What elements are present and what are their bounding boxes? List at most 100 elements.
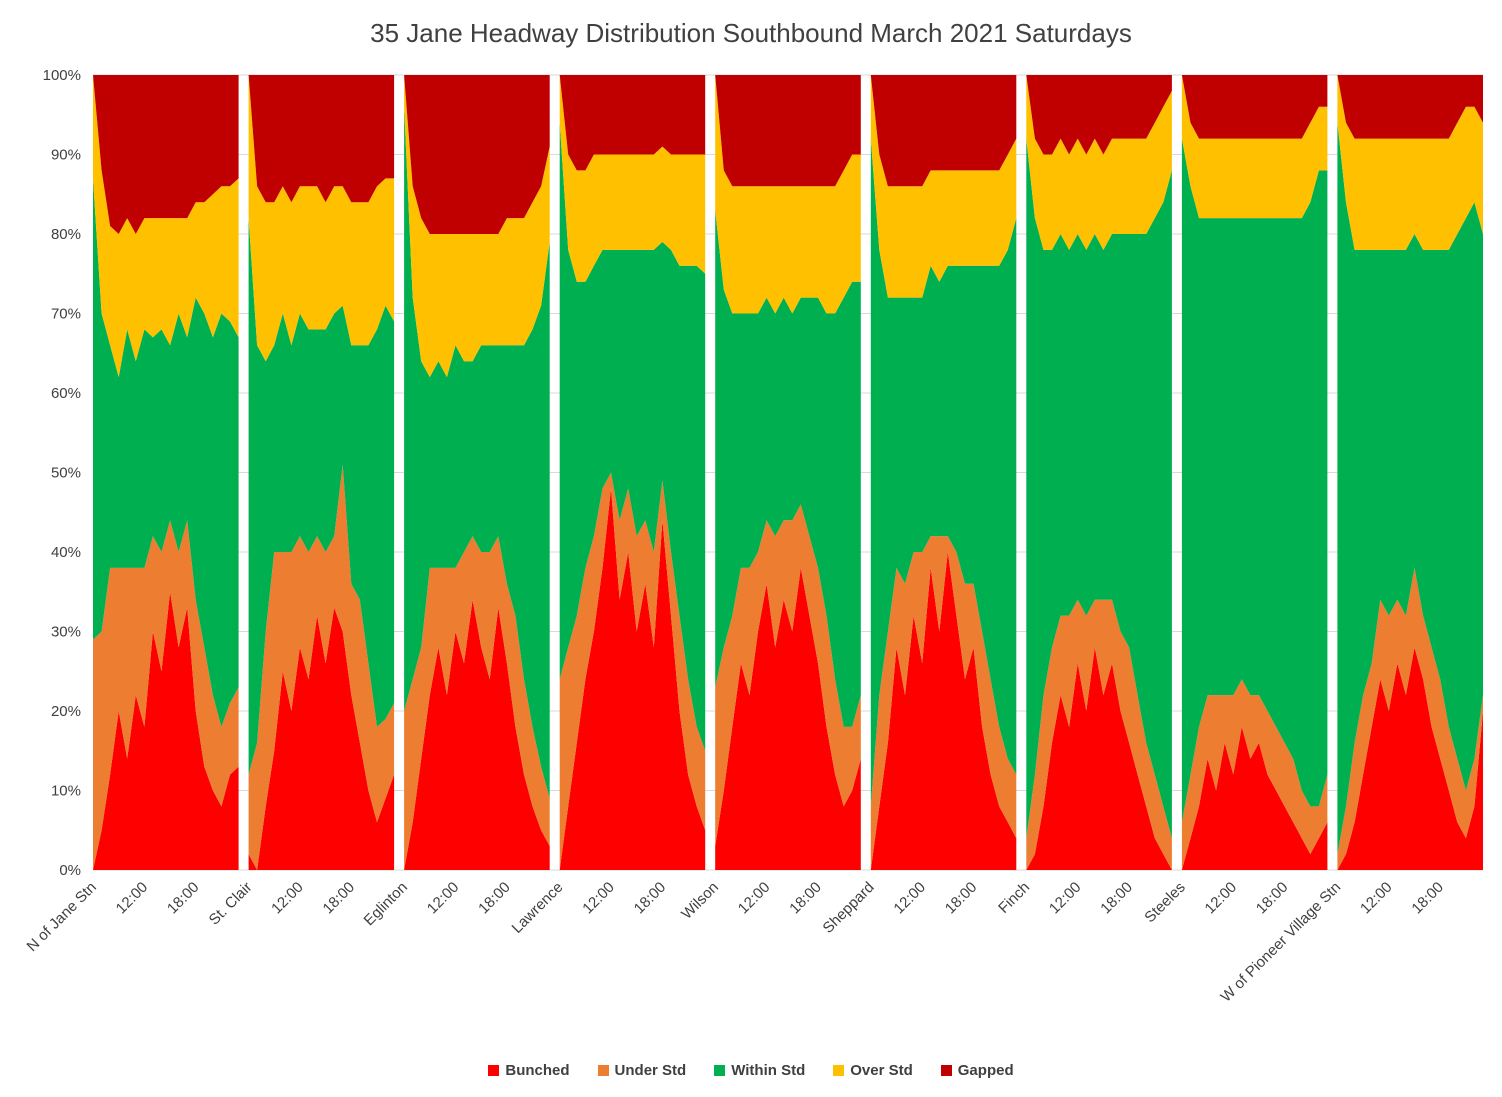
area-gapped xyxy=(404,75,550,234)
y-tick-label: 0% xyxy=(59,862,81,879)
x-tick-label: N of Jane Stn xyxy=(24,879,100,955)
area-gapped xyxy=(1337,75,1483,139)
x-tick-label: 18:00 xyxy=(320,879,359,918)
area-under_std xyxy=(559,472,706,870)
x-tick-label: 12:00 xyxy=(1202,879,1241,918)
x-tick-label: 18:00 xyxy=(631,879,670,918)
x-tick-label: Eglinton xyxy=(361,879,411,929)
area-under_std xyxy=(404,536,550,870)
y-tick-label: 100% xyxy=(43,67,81,84)
x-axis: N of Jane Stn 12:00 18:00 St. Clair 12:00 18:… xyxy=(24,879,1447,1006)
area-bunched xyxy=(248,607,395,870)
area-under_std xyxy=(870,536,1017,870)
area-under_std xyxy=(715,504,861,847)
area-gapped xyxy=(559,75,706,171)
area-bunched xyxy=(1181,726,1328,870)
area-under_std xyxy=(1337,567,1483,870)
y-axis: 0% 10% 20% 30% 40% 50% 60% 70% 80% 90% 100% xyxy=(43,67,81,879)
area-within_std xyxy=(715,210,861,727)
area-bunched xyxy=(870,552,1017,870)
area-over_std xyxy=(1181,75,1328,219)
area-under_std xyxy=(1181,679,1328,870)
area-over_std xyxy=(93,75,239,378)
y-tick-label: 70% xyxy=(51,306,81,323)
legend-swatch-icon xyxy=(940,1065,952,1076)
area-over_std xyxy=(404,75,550,378)
x-tick-label: Wilson xyxy=(678,879,722,923)
legend-label: Bunched xyxy=(505,1062,570,1079)
x-tick-label: 18:00 xyxy=(1408,879,1447,918)
area-bunched xyxy=(1337,647,1483,870)
legend-item-bunched: Bunched xyxy=(488,1062,570,1079)
x-tick-label: St. Clair xyxy=(206,879,256,929)
area-gapped xyxy=(1026,75,1172,155)
area-gapped xyxy=(248,75,395,203)
x-tick-label: 12:00 xyxy=(268,879,307,918)
x-tick-label: Steeles xyxy=(1141,879,1188,926)
area-over_std xyxy=(1026,75,1172,250)
legend-label: Within Std xyxy=(731,1062,806,1079)
y-tick-label: 80% xyxy=(51,226,81,243)
x-tick-label: Finch xyxy=(995,879,1033,917)
area-within_std xyxy=(1026,138,1172,839)
chart-title: 35 Jane Headway Distribution Southbound … xyxy=(370,18,1132,48)
x-tick-label: 12:00 xyxy=(890,879,929,918)
area-within_std xyxy=(248,218,395,775)
legend-item-over-std: Over Std xyxy=(833,1062,913,1079)
legend-label: Gapped xyxy=(957,1062,1014,1079)
area-within_std xyxy=(559,122,706,751)
legend-swatch-icon xyxy=(714,1065,726,1076)
plot-area: 0% 10% 20% 30% 40% 50% 60% 70% 80% 90% 100% N of Ja… xyxy=(24,67,1483,1006)
legend-label: Under Std xyxy=(614,1062,687,1079)
x-tick-label: 12:00 xyxy=(424,879,463,918)
area-gapped xyxy=(870,75,1017,187)
area-within_std xyxy=(93,178,239,727)
area-bunched xyxy=(93,591,239,870)
y-tick-label: 20% xyxy=(51,703,81,720)
area-over_std xyxy=(1337,75,1483,250)
legend-swatch-icon xyxy=(597,1065,609,1076)
area-within_std xyxy=(1337,122,1483,855)
y-tick-label: 90% xyxy=(51,147,81,164)
x-tick-label: Sheppard xyxy=(820,879,878,937)
legend-item-within-std: Within Std xyxy=(714,1062,805,1079)
area-gapped xyxy=(93,75,239,234)
area-under_std xyxy=(93,520,239,870)
x-tick-label: 12:00 xyxy=(579,879,618,918)
legend-swatch-icon xyxy=(833,1065,845,1076)
area-over_std xyxy=(870,75,1017,298)
area-within_std xyxy=(404,106,550,799)
area-gapped xyxy=(1181,75,1328,139)
x-tick-label: 12:00 xyxy=(113,879,152,918)
area-bunched xyxy=(559,488,706,870)
area-gapped xyxy=(715,75,861,187)
area-over_std xyxy=(248,75,395,362)
y-tick-label: 60% xyxy=(51,385,81,402)
x-tick-label: 18:00 xyxy=(475,879,514,918)
x-tick-label: 18:00 xyxy=(1097,879,1136,918)
area-bunched xyxy=(404,599,550,870)
legend-item-gapped: Gapped xyxy=(940,1062,1014,1079)
x-tick-label: 18:00 xyxy=(942,879,981,918)
x-tick-label: 18:00 xyxy=(164,879,203,918)
area-series xyxy=(93,75,1483,870)
area-within_std xyxy=(870,138,1017,807)
x-tick-label: 12:00 xyxy=(735,879,774,918)
legend-label: Over Std xyxy=(850,1062,913,1079)
y-tick-label: 50% xyxy=(51,465,81,482)
area-under_std xyxy=(1026,599,1172,870)
x-tick-label: Lawrence xyxy=(509,879,567,937)
area-over_std xyxy=(715,75,861,314)
y-tick-label: 30% xyxy=(51,624,81,641)
y-tick-label: 10% xyxy=(51,783,81,800)
area-bunched xyxy=(715,567,861,870)
area-within_std xyxy=(1181,138,1328,823)
x-tick-label: 12:00 xyxy=(1357,879,1396,918)
legend-item-under-std: Under Std xyxy=(597,1062,687,1079)
legend-swatch-icon xyxy=(488,1065,500,1076)
area-bunched xyxy=(1026,647,1172,870)
area-under_std xyxy=(248,464,395,870)
area-over_std xyxy=(559,75,706,282)
x-tick-label: 18:00 xyxy=(786,879,825,918)
x-tick-label: 18:00 xyxy=(1253,879,1292,918)
